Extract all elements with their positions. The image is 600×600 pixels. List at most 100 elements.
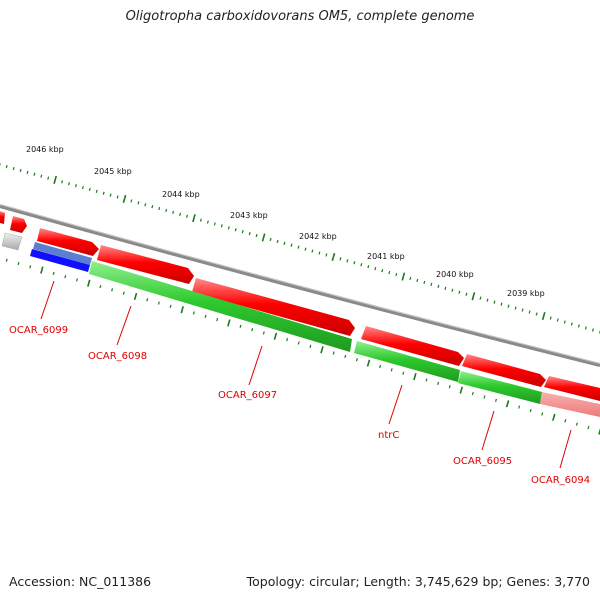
scale-ruler	[0, 163, 600, 334]
inner-tick	[64, 275, 67, 279]
gene-forward-6099[interactable]	[37, 228, 99, 256]
inner-tick	[459, 386, 464, 394]
gene-forward-small[interactable]	[10, 216, 27, 233]
inner-tick	[146, 298, 149, 302]
scale-tick	[437, 284, 440, 288]
gene-forward-6095[interactable]	[462, 354, 546, 387]
gene-forward-6097[interactable]	[192, 278, 355, 336]
gene-reverse-blue[interactable]	[30, 249, 90, 272]
gene-label-ocar-6094[interactable]: OCAR_6094	[531, 475, 590, 486]
inner-tick	[286, 338, 289, 342]
scale-tick	[311, 249, 314, 253]
inner-tick	[17, 261, 20, 266]
gene-label-ocar-6095[interactable]: OCAR_6095	[453, 456, 512, 467]
inner-tick	[111, 288, 114, 292]
inner-tick	[425, 378, 428, 382]
inner-tick	[332, 351, 335, 355]
scale-tick	[144, 203, 147, 207]
gene-labels: OCAR_6099 OCAR_6098 OCAR_6097 ntrC OCAR_…	[9, 325, 590, 486]
scale-tick	[479, 296, 482, 300]
scale-tick	[528, 310, 531, 314]
scale-tick	[458, 290, 461, 294]
scale-tick	[304, 247, 307, 251]
scale-tick	[276, 239, 279, 243]
inner-tick	[598, 428, 600, 435]
inner-tick	[541, 412, 544, 416]
gene-label-ocar-6098[interactable]: OCAR_6098	[88, 351, 147, 362]
inner-tick	[390, 368, 393, 372]
scale-tick	[102, 191, 105, 195]
gene-label-ntrc[interactable]: ntrC	[378, 430, 399, 441]
gene-forward-6098[interactable]	[97, 245, 194, 284]
scale-label-2045: 2045 kbp	[94, 167, 132, 176]
scale-tick	[165, 208, 168, 213]
scale-tick	[47, 176, 50, 180]
inner-tick	[5, 258, 8, 262]
scale-label-2041: 2041 kbp	[367, 252, 405, 261]
scale-tick	[360, 263, 363, 267]
gene-forward-partial[interactable]	[0, 211, 5, 224]
gene-reverse-green-6098[interactable]	[89, 261, 352, 352]
scale-tick	[591, 328, 594, 332]
inner-tick	[552, 413, 556, 421]
scale-tick	[192, 214, 196, 223]
scale-label-2039: 2039 kbp	[507, 289, 545, 298]
scale-tick	[137, 201, 140, 205]
inner-tick	[87, 279, 91, 287]
forward-strand	[0, 211, 600, 401]
inner-tick	[52, 271, 55, 275]
scale-tick	[95, 189, 98, 193]
scale-tick	[68, 182, 70, 186]
gene-label-ocar-6099[interactable]: OCAR_6099	[9, 325, 68, 336]
scale-tick	[53, 175, 57, 185]
scale-label-2046: 2046 kbp	[26, 145, 64, 154]
scale-tick	[61, 180, 64, 184]
scale-tick	[116, 195, 119, 199]
scale-tick	[541, 311, 546, 321]
scale-label-2040: 2040 kbp	[436, 270, 474, 279]
scale-tick	[401, 272, 406, 281]
inner-tick	[437, 381, 440, 385]
scale-tick	[234, 228, 237, 232]
gene-reverse-pseudo[interactable]	[540, 392, 600, 417]
inner-tick	[587, 425, 590, 430]
inner-tick	[273, 332, 278, 340]
gene-forward-6094[interactable]	[544, 376, 600, 401]
scale-tick	[577, 324, 580, 328]
gene-forward-ntrc[interactable]	[361, 326, 464, 366]
scale-tick	[563, 320, 566, 324]
gene-label-ocar-6097[interactable]: OCAR_6097	[218, 390, 277, 401]
scale-tick	[500, 302, 503, 306]
leader-ocar-6094	[559, 429, 572, 469]
scale-tick	[179, 212, 182, 216]
scale-tick	[130, 199, 133, 203]
map-title: Oligotropha carboxidovorans OM5, complet…	[125, 9, 475, 24]
leader-ntrc	[388, 384, 403, 425]
scale-tick	[471, 292, 476, 301]
scale-tick	[19, 168, 22, 173]
scale-tick	[388, 270, 391, 275]
scale-tick	[507, 304, 510, 308]
inner-tick	[157, 301, 160, 305]
scale-tick	[374, 267, 377, 271]
scale-tick	[109, 193, 112, 197]
scale-labels: 2046 kbp 2045 kbp 2044 kbp 2043 kbp 2042…	[26, 145, 545, 298]
scale-tick	[339, 257, 342, 261]
scale-tick	[549, 316, 552, 320]
gene-gray[interactable]	[1, 232, 23, 251]
inner-tick	[448, 385, 451, 389]
inner-tick	[483, 395, 486, 399]
inner-tick	[297, 341, 300, 345]
scale-tick	[318, 251, 321, 255]
reverse-strand	[30, 242, 600, 417]
gene-reverse-green-ntrc[interactable]	[354, 341, 460, 382]
scale-tick	[122, 194, 127, 204]
gene-reverse-green-6095[interactable]	[458, 371, 542, 404]
inner-tick	[355, 358, 358, 362]
gene-reverse-blue-highlight[interactable]	[33, 242, 92, 265]
scale-tick	[514, 306, 517, 310]
scale-tick	[451, 288, 454, 292]
inner-tick	[76, 278, 78, 282]
leader-ocar-6095	[481, 410, 495, 451]
